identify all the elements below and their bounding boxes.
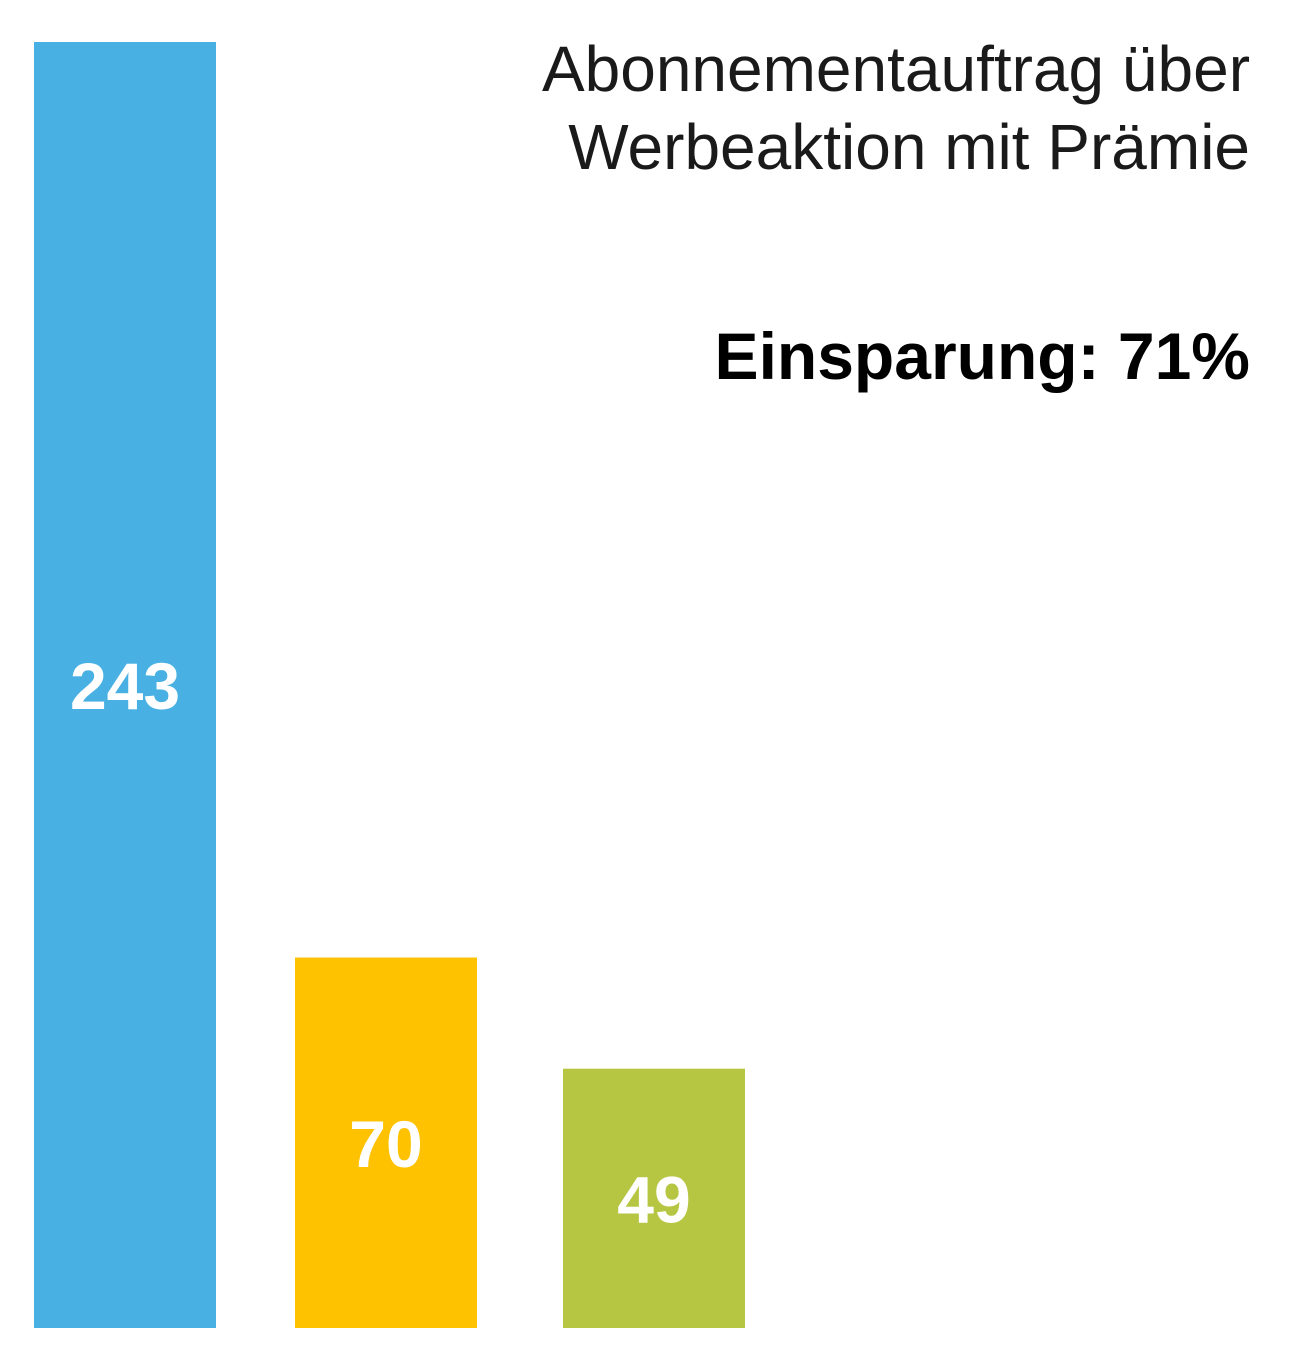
chart-title: Abonnementauftrag über Werbeaktion mit P… (541, 33, 1250, 183)
data-label-0: 243 (70, 649, 180, 723)
chart-subtitle: Einsparung: 71% (714, 319, 1250, 393)
bar-1 (295, 957, 477, 1328)
bar-0 (34, 42, 216, 1328)
bar-2 (563, 1068, 745, 1328)
data-label-1: 70 (349, 1107, 422, 1181)
data-label-2: 49 (617, 1162, 690, 1236)
